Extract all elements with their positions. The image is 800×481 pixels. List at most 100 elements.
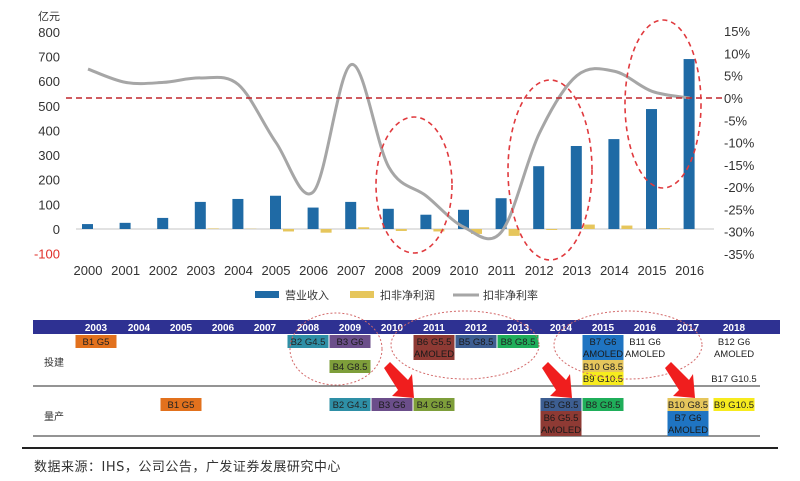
timeline-year: 2009: [339, 323, 362, 334]
net-profit-bar: [358, 227, 370, 229]
timeline-cell-label: B7 G6: [590, 337, 617, 348]
legend-label: 扣非净利润: [380, 288, 435, 302]
legend-swatch: [350, 291, 374, 298]
timeline-year: 2016: [634, 323, 657, 334]
timeline-cell-label: B3 G6: [337, 337, 364, 348]
net-profit-bar: [659, 228, 670, 229]
left-axis-tick: 200: [38, 173, 60, 188]
timeline-year: 2018: [723, 323, 746, 334]
x-axis-tick: 2005: [262, 263, 291, 278]
left-axis-tick: 600: [38, 74, 60, 89]
x-axis-tick: 2016: [675, 263, 704, 278]
red-arrow-icon: [384, 362, 414, 398]
timeline-cell-label: B9 G10.5: [583, 374, 623, 385]
revenue-bar: [382, 208, 394, 229]
right-axis-tick: -10%: [724, 136, 755, 151]
timeline-cell: [582, 372, 624, 385]
x-axis-tick: 2000: [74, 263, 103, 278]
timeline-cell: [667, 411, 709, 436]
revenue-bar: [570, 145, 582, 229]
timeline-cell-label: B1 G5: [168, 400, 195, 411]
right-axis-tick: -35%: [724, 247, 755, 262]
left-axis-tick: 700: [38, 50, 60, 65]
timeline-cell-label: B5 G8.5: [544, 400, 579, 411]
revenue-bar: [232, 198, 244, 229]
timeline-cell-label: AMOLED: [668, 425, 708, 436]
timeline-cell: [667, 398, 709, 411]
left-axis-tick: 800: [38, 25, 60, 40]
net-profit-bar: [621, 225, 633, 229]
timeline-cell-label: B5 G8.5: [459, 337, 494, 348]
x-axis-tick: 2007: [337, 263, 366, 278]
timeline-year: 2011: [423, 323, 445, 334]
timeline-cell-label: B10 G8.5: [668, 400, 708, 411]
timeline-cell: [582, 360, 624, 373]
net-profit-bar: [583, 224, 595, 229]
x-axis-tick: 2013: [562, 263, 591, 278]
revenue-bar: [533, 166, 545, 229]
timeline-year: 2007: [254, 323, 277, 334]
timeline-cell-label: B8 G8.5: [586, 400, 621, 411]
timeline-highlight-ellipse: [390, 310, 540, 380]
timeline-year: 2008: [297, 323, 320, 334]
row-label-build: 投建: [44, 356, 64, 369]
revenue-bar: [646, 109, 657, 229]
timeline-cell-label: B1 G5: [83, 337, 110, 348]
revenue-bar: [194, 201, 206, 229]
net-profit-bar: [320, 229, 332, 233]
timeline-cell-label: AMOLED: [583, 349, 623, 360]
net-margin-line: [87, 63, 690, 241]
timeline-cell: [371, 398, 413, 411]
timeline-cell: [582, 335, 624, 360]
right-axis-tick: 5%: [724, 69, 743, 84]
x-axis-tick: 2008: [374, 263, 403, 278]
timeline-cell-label: AMOLED: [414, 349, 454, 360]
left-axis-tick: 100: [38, 197, 60, 212]
x-axis-tick: 2004: [224, 263, 253, 278]
timeline-cell: [540, 398, 582, 411]
right-axis-tick: -20%: [724, 180, 755, 195]
timeline-cell: [497, 335, 539, 348]
timeline-cell-label: B10 G8.5: [583, 362, 623, 373]
x-axis-tick: 2001: [111, 263, 140, 278]
net-profit-bar: [508, 229, 520, 236]
highlight-ellipse: [624, 19, 702, 189]
timeline-cell-label: B11 G6: [629, 337, 661, 348]
left-axis-unit: 亿元: [38, 10, 60, 23]
source-note: 数据来源：IHS，公司公告，广发证券发展研究中心: [34, 460, 341, 475]
revenue-bar: [458, 209, 469, 229]
x-axis-tick: 2015: [638, 263, 667, 278]
revenue-bar: [683, 59, 695, 229]
legend-label: 扣非净利率: [483, 288, 538, 302]
highlight-ellipse: [375, 116, 453, 254]
timeline-cell-label: B6 G5.5: [417, 337, 452, 348]
timeline-cell-label: B8 G8.5: [501, 337, 536, 348]
timeline-cell: [287, 335, 329, 348]
timeline-cell-label: B17 G10.5: [711, 374, 756, 385]
timeline-cell: [455, 335, 497, 348]
timeline-year: 2017: [677, 323, 700, 334]
timeline-cell: [329, 360, 371, 373]
red-arrow-icon: [665, 362, 695, 398]
source-divider: [22, 447, 778, 449]
timeline-cell-label: B6 G5.5: [544, 413, 579, 424]
left-axis-tick: 0: [53, 222, 60, 237]
timeline-year: 2012: [465, 323, 488, 334]
right-axis-tick: 10%: [724, 46, 750, 61]
x-axis-tick: 2002: [149, 263, 178, 278]
right-axis-tick: -5%: [724, 113, 748, 128]
timeline-year: 2015: [592, 323, 615, 334]
timeline-cell-label: B4 G8.5: [417, 400, 452, 411]
x-axis-tick: 2010: [450, 263, 479, 278]
timeline-cell: [160, 398, 202, 411]
x-axis-tick: 2009: [412, 263, 441, 278]
x-axis-tick: 2014: [600, 263, 629, 278]
revenue-bar: [495, 198, 507, 229]
net-profit-bar: [283, 229, 294, 232]
right-axis-tick: 0%: [724, 91, 743, 106]
revenue-bar: [82, 224, 93, 229]
x-axis-tick: 2003: [186, 263, 215, 278]
x-axis-tick: 2012: [525, 263, 554, 278]
right-axis-tick: -30%: [724, 225, 755, 240]
